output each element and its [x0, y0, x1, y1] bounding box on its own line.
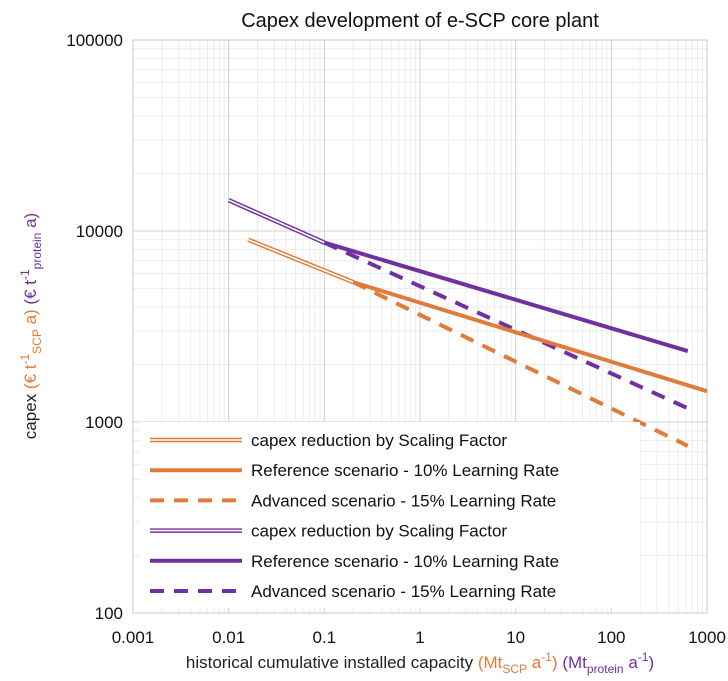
x-tick-label: 0.001 — [112, 628, 155, 647]
legend-label: capex reduction by Scaling Factor — [251, 431, 507, 450]
series-line-scp-solid — [352, 280, 708, 394]
legend-label: Reference scenario - 10% Learning Rate — [251, 552, 559, 571]
x-axis-title: historical cumulative installed capacity… — [186, 650, 654, 676]
chart-title: Capex development of e-SCP core plant — [241, 10, 599, 32]
legend-label: Advanced scenario - 15% Learning Rate — [251, 582, 556, 601]
x-tick-label: 10 — [506, 628, 525, 647]
plot-area-border — [132, 39, 708, 614]
y-tick-label: 1000 — [85, 413, 123, 432]
y-axis-title: capex (€ t-1SCP a) (€ t-1protein a) — [18, 213, 44, 439]
series-line-protein-dashed — [323, 240, 689, 411]
x-tick-label: 1 — [415, 628, 424, 647]
series-layer — [227, 198, 708, 448]
legend-label: Reference scenario - 10% Learning Rate — [251, 461, 559, 480]
y-tick-label: 10000 — [76, 222, 123, 241]
y-tick-label: 100 — [95, 604, 123, 623]
legend-label: capex reduction by Scaling Factor — [251, 522, 507, 541]
x-tick-label: 0.01 — [212, 628, 245, 647]
series-line-scp-double-inner — [247, 238, 354, 283]
y-tick-label: 100000 — [66, 31, 123, 50]
legend-label: Advanced scenario - 15% Learning Rate — [251, 491, 556, 510]
legend-background — [140, 422, 640, 608]
series-line-protein-solid — [323, 240, 689, 354]
x-tick-label: 0.1 — [313, 628, 337, 647]
x-tick-label: 1000 — [688, 628, 726, 647]
y-tick-labels: 100 1000 10000 100000 — [66, 31, 123, 623]
x-tick-labels: 0.001 0.01 0.1 1 10 100 1000 — [112, 628, 726, 647]
series-line-protein-double-inner — [228, 199, 325, 244]
legend: capex reduction by Scaling Factor Referen… — [140, 422, 640, 608]
x-tick-label: 100 — [597, 628, 625, 647]
